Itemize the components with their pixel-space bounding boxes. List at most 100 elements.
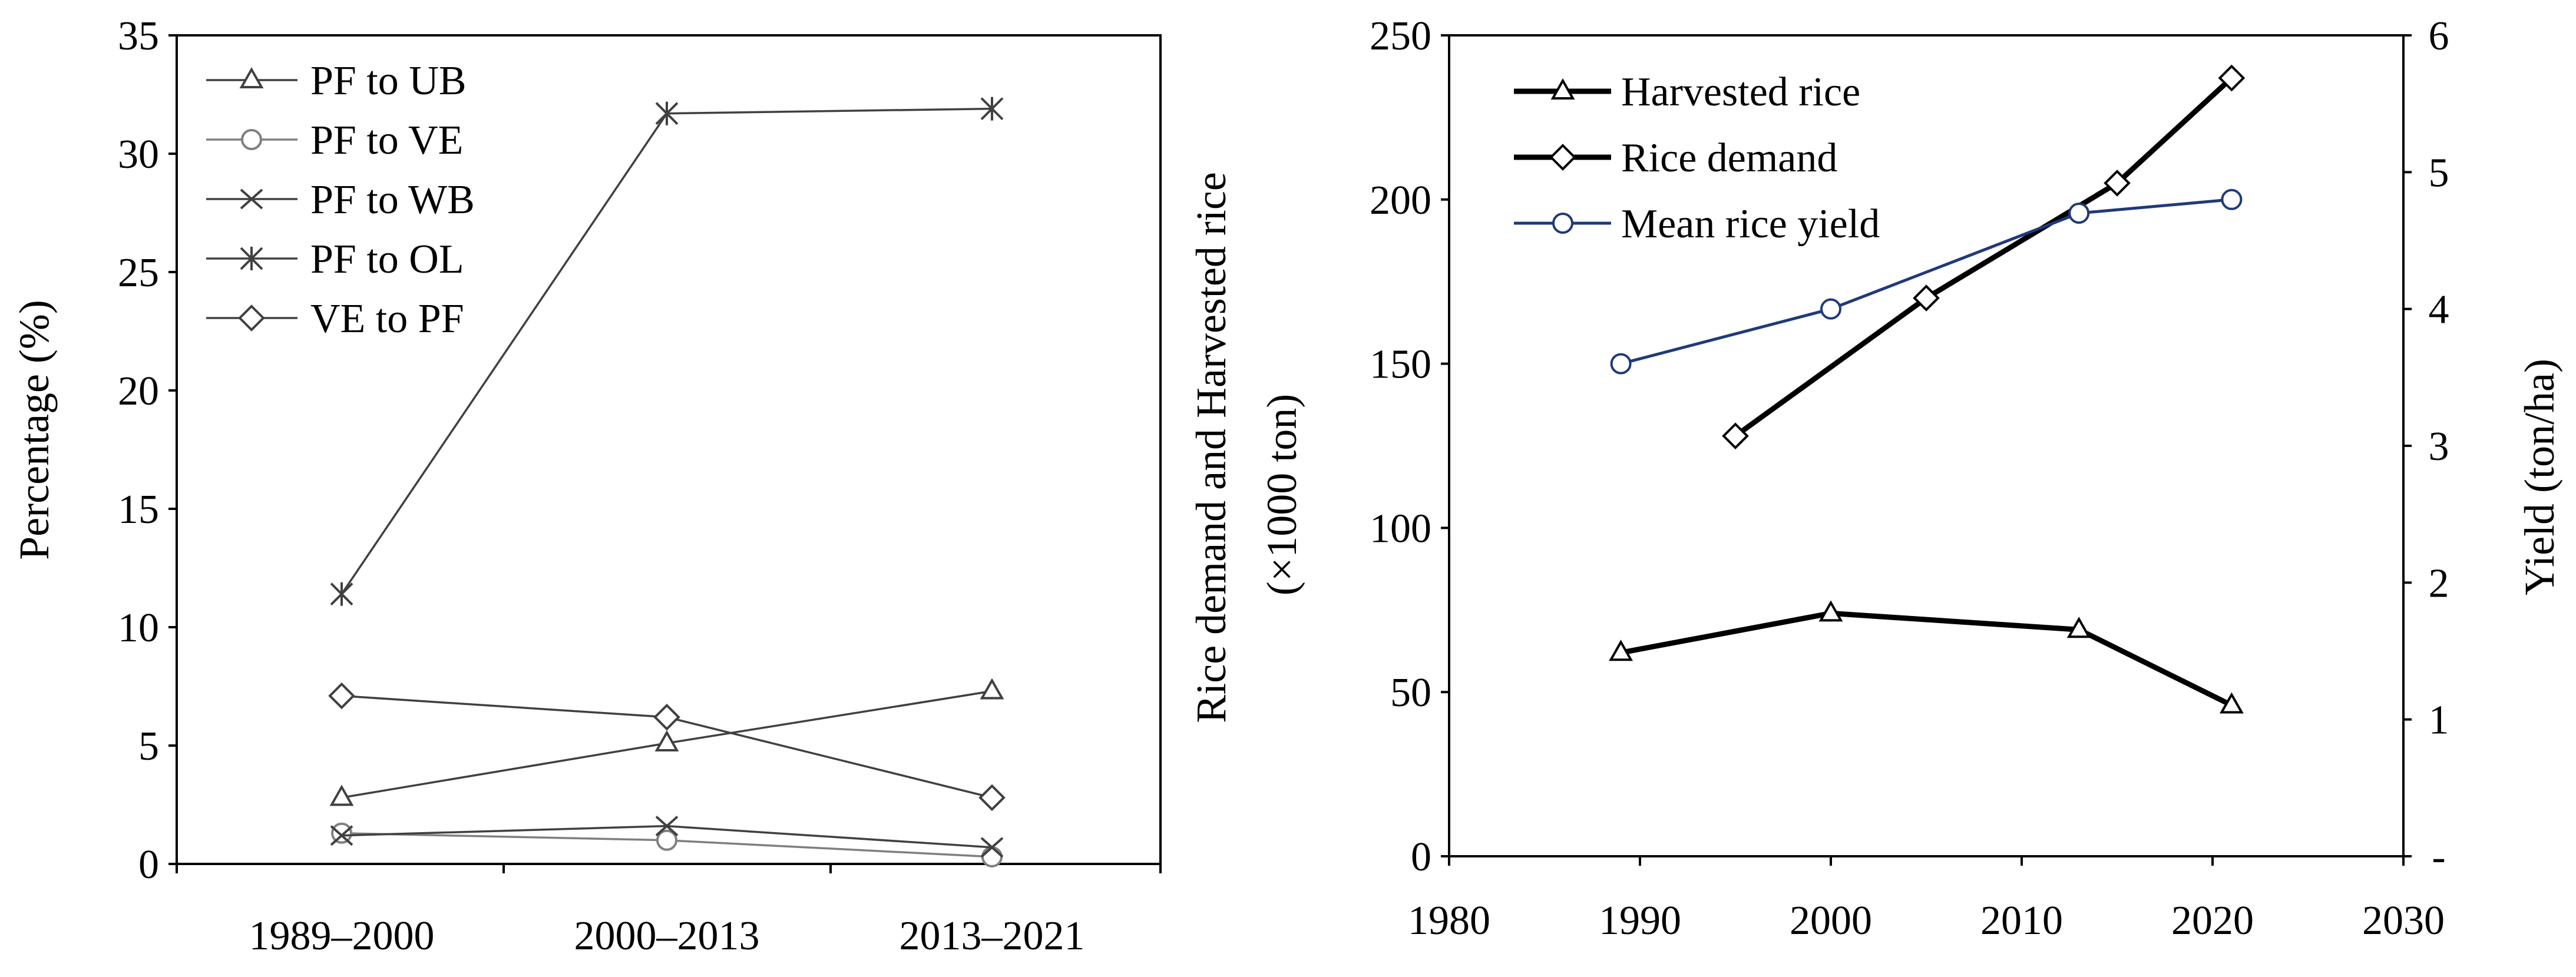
right-y-tick-label: 50 <box>1390 670 1431 716</box>
left-y-tick-label: 10 <box>118 605 159 651</box>
legend-marker <box>240 188 263 210</box>
legend-entry-pf-to-ub: PF to UB <box>206 58 467 104</box>
right-y-tick-label: 250 <box>1370 14 1431 59</box>
right-y2-tick-label: 6 <box>2429 14 2449 59</box>
right-x-tick-label: 2000 <box>1790 898 1872 943</box>
legend-marker <box>241 129 262 150</box>
point-mean-rice-yield <box>2221 188 2243 210</box>
series-mean-rice-yield <box>1610 188 2243 375</box>
left-y-tick-label: 20 <box>118 369 159 414</box>
legend-entry-rice-demand: Rice demand <box>1514 135 1837 181</box>
legend-marker <box>1552 213 1573 234</box>
legend-marker <box>240 247 263 270</box>
right-x-tick-label: 1980 <box>1408 898 1490 943</box>
right-y2-tick-label: 5 <box>2429 150 2449 196</box>
right-y2-tick-label: 4 <box>2429 287 2449 333</box>
legend-label: Harvested rice <box>1621 69 1860 115</box>
point-harvested-rice <box>1818 600 1843 622</box>
right-y-axis-title-line2: (×1000 ton) <box>1258 394 1305 596</box>
series-harvested-rice <box>1609 600 2244 714</box>
left-x-ticks: 1989–2000 2000–2013 2013–2021 <box>176 864 1162 959</box>
legend-label: Mean rice yield <box>1621 201 1880 247</box>
right-y-tick-label: 150 <box>1370 342 1431 388</box>
legend-label: Rice demand <box>1621 135 1837 181</box>
left-series <box>328 97 1006 867</box>
legend-label: VE to PF <box>310 296 464 342</box>
right-chart: 0 50 100 150 200 250 - 1 2 3 4 5 6 1980 1990 2000 2010… <box>1188 14 2563 943</box>
legend-marker <box>1550 78 1575 100</box>
left-y-tick-label: 30 <box>118 132 159 177</box>
legend-marker <box>238 304 265 332</box>
left-y-tick-label: 35 <box>118 14 159 59</box>
legend-entry-pf-to-wb: PF to WB <box>206 177 475 223</box>
legend-marker <box>239 67 264 88</box>
series-line-rice-demand <box>1734 76 2234 438</box>
left-legend: PF to UB PF to VE PF to WB PF to OL VE to PF <box>206 58 475 342</box>
point-harvested-rice <box>2066 617 2091 638</box>
point-pf-to-ve <box>981 846 1003 867</box>
point-pf-to-ub <box>329 784 354 806</box>
left-x-tick-label: 1989–2000 <box>249 913 435 959</box>
point-mean-rice-yield <box>1820 298 1841 320</box>
left-chart: 0 5 10 15 20 25 30 35 1989–2000 2000–2013 2013–20… <box>11 14 1162 959</box>
series-pf-to-wb <box>330 816 1004 858</box>
left-y-tick-label: 5 <box>138 724 159 769</box>
point-ve-to-pf <box>328 682 355 710</box>
left-y-ticks: 0 5 10 15 20 25 30 35 <box>118 14 177 887</box>
legend-entry-mean-rice-yield: Mean rice yield <box>1514 201 1880 247</box>
right-y2-tick-label: - <box>2432 834 2445 880</box>
point-rice-demand <box>2104 170 2131 197</box>
point-pf-to-wb <box>655 816 679 837</box>
point-rice-demand <box>1913 284 1940 312</box>
left-x-tick-label: 2013–2021 <box>900 913 1085 959</box>
right-x-tick-label: 2030 <box>2362 898 2445 943</box>
point-mean-rice-yield <box>2068 203 2090 224</box>
right-legend: Harvested rice Rice demand Mean rice yield <box>1514 69 1880 247</box>
right-y2-tick-label: 2 <box>2429 561 2449 606</box>
series-pf-to-ve <box>331 822 1003 867</box>
point-pf-to-ve <box>331 822 352 844</box>
left-y-axis-title: Percentage (%) <box>11 300 58 560</box>
right-y2-axis-title: Yield (ton/ha) <box>2516 359 2563 595</box>
legend-entry-pf-to-ve: PF to VE <box>206 118 463 163</box>
series-line-harvested-rice <box>1620 610 2233 708</box>
left-y-tick-label: 25 <box>118 250 159 296</box>
right-x-tick-label: 2010 <box>1980 898 2063 943</box>
right-left-y-ticks: 0 50 100 150 200 250 <box>1370 14 1449 880</box>
point-rice-demand <box>1722 422 1749 450</box>
legend-label: PF to WB <box>310 177 475 223</box>
legend-entry-ve-to-pf: VE to PF <box>206 296 464 342</box>
point-pf-to-ub <box>654 730 679 751</box>
right-series <box>1609 64 2246 714</box>
right-y2-ticks: - 1 2 3 4 5 6 <box>2403 14 2449 880</box>
legend-marker <box>1549 144 1576 171</box>
left-x-tick-label: 2000–2013 <box>574 913 760 959</box>
left-plot-frame <box>176 34 1162 865</box>
point-pf-to-ol <box>980 97 1004 121</box>
legend-label: PF to VE <box>310 118 463 163</box>
right-x-tick-label: 2020 <box>2171 898 2254 943</box>
point-ve-to-pf <box>653 703 680 731</box>
legend-label: PF to UB <box>310 58 467 104</box>
right-y-axis-title-line1: Rice demand and Harvested rice <box>1188 172 1235 723</box>
point-harvested-rice <box>1609 640 1633 661</box>
left-y-tick-label: 15 <box>118 487 159 532</box>
point-pf-to-wb <box>980 837 1004 858</box>
left-y-tick-label: 0 <box>138 842 159 887</box>
legend-label: PF to OL <box>310 237 464 282</box>
series-rice-demand <box>1722 64 2246 450</box>
series-line-mean-rice-yield <box>1620 198 2232 366</box>
point-ve-to-pf <box>978 784 1006 812</box>
series-pf-to-ol <box>330 97 1004 606</box>
point-pf-to-ol <box>655 101 679 125</box>
series-pf-to-ub <box>329 678 1004 806</box>
right-y-tick-label: 0 <box>1411 834 1431 880</box>
point-harvested-rice <box>2219 692 2244 714</box>
point-pf-to-ve <box>656 829 677 851</box>
point-pf-to-ol <box>330 582 353 606</box>
series-ve-to-pf <box>328 682 1006 812</box>
point-mean-rice-yield <box>1610 353 1632 375</box>
right-y2-tick-label: 3 <box>2429 424 2449 469</box>
legend-entry-harvested-rice: Harvested rice <box>1514 69 1860 115</box>
right-x-ticks: 1980 1990 2000 2010 2020 2030 <box>1408 856 2445 943</box>
